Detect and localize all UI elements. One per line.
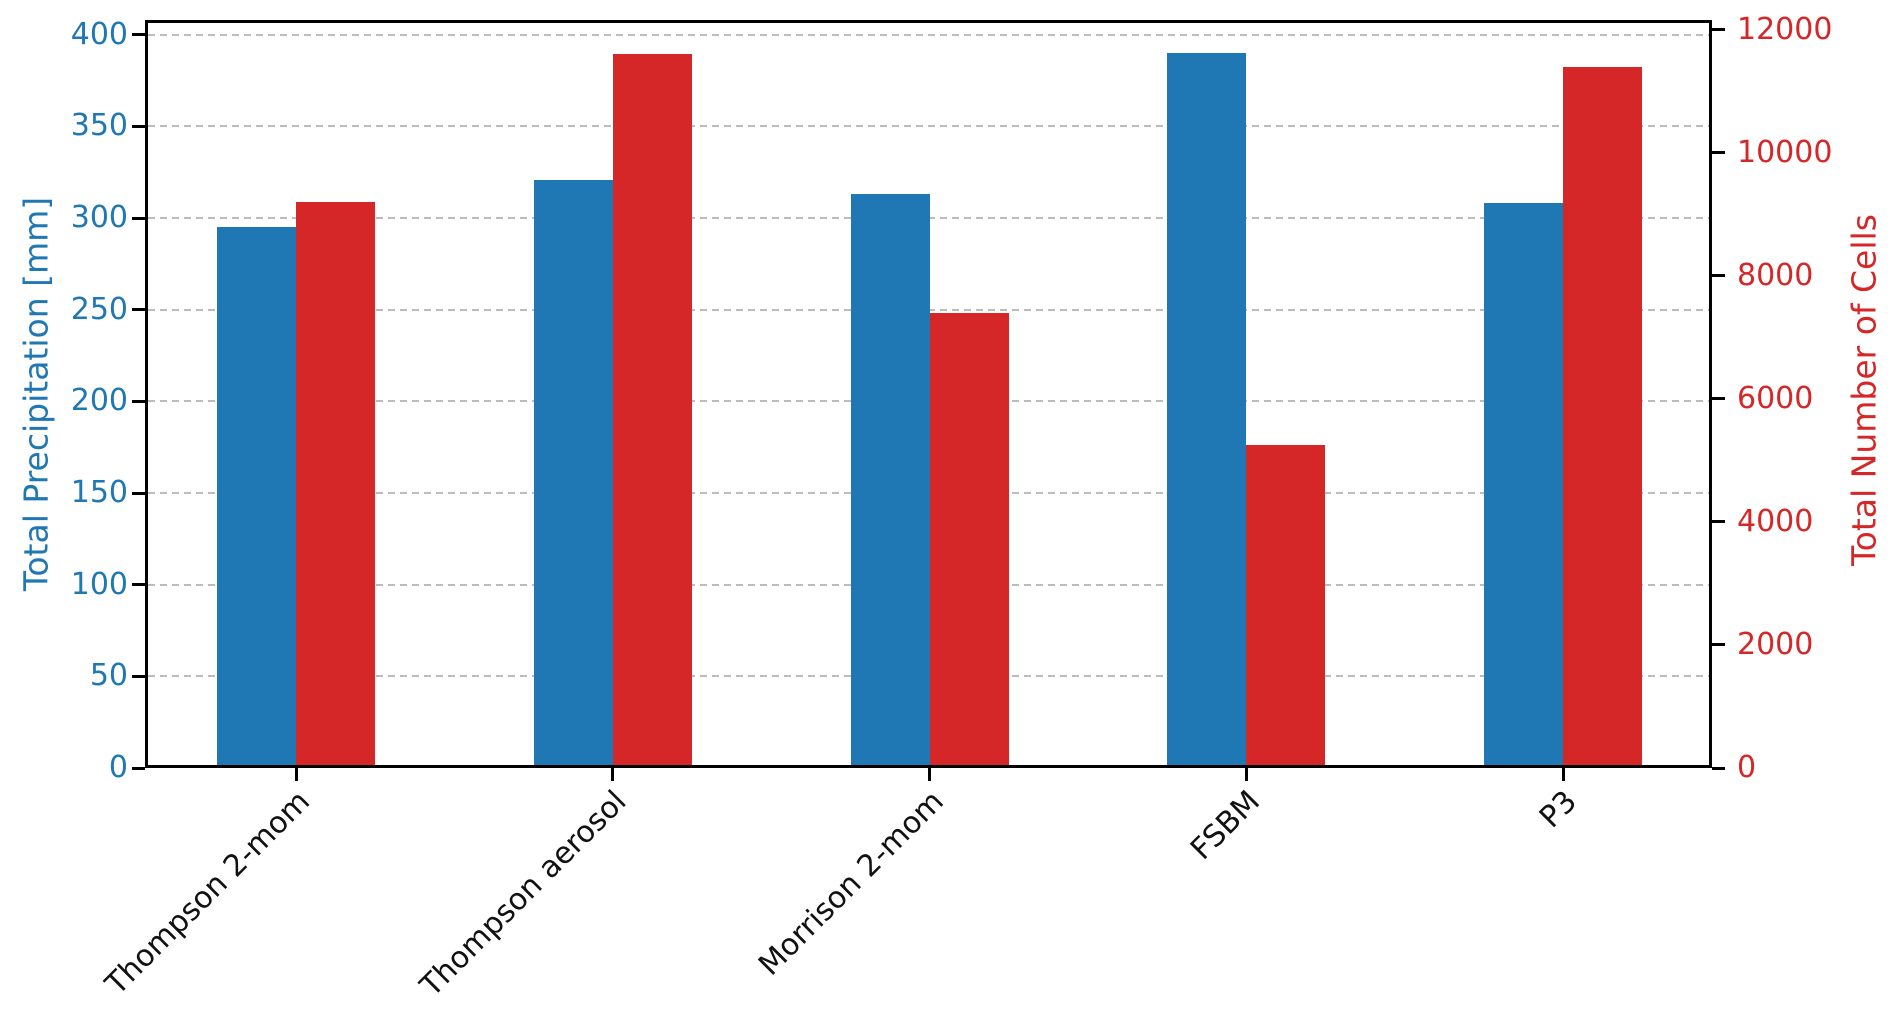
gridline: [148, 125, 1709, 128]
left-y-tick-label: 400: [70, 16, 128, 52]
left-y-tick-mark: [132, 308, 145, 312]
right-y-tick-mark: [1712, 397, 1725, 401]
right-y-tick-mark: [1712, 520, 1725, 524]
x-tick-mark: [611, 768, 615, 781]
right-y-tick-label: 8000: [1737, 257, 1814, 293]
left-y-tick-label: 150: [70, 475, 128, 510]
right-y-tick-mark: [1712, 643, 1725, 647]
cells-bar: [612, 54, 692, 765]
cells-bar: [296, 202, 375, 765]
x-tick-label: Morrison 2-mom: [751, 784, 951, 983]
left-y-tick-mark: [132, 124, 145, 128]
left-y-tick-mark: [132, 491, 145, 495]
x-tick-mark: [294, 768, 298, 781]
left-y-tick-label: 100: [70, 566, 128, 602]
cells-bar: [929, 312, 1009, 765]
left-y-tick-label: 0: [108, 750, 128, 785]
x-tick-label: FSBM: [1184, 784, 1267, 867]
precipitation-bar: [1167, 53, 1247, 765]
left-y-tick-mark: [132, 399, 145, 403]
left-y-tick-label: 250: [70, 291, 128, 327]
left-y-tick-label: 200: [70, 383, 128, 419]
precipitation-bar: [1484, 203, 1563, 765]
right-y-tick-label: 10000: [1737, 134, 1833, 170]
right-y-tick-mark: [1712, 766, 1725, 770]
left-y-tick-mark: [132, 583, 145, 587]
left-y-tick-label: 50: [89, 658, 128, 694]
x-tick-mark: [928, 768, 931, 781]
x-tick-mark: [1561, 768, 1565, 781]
precipitation-bar: [217, 227, 296, 765]
gridline: [148, 33, 1709, 36]
right-y-tick-label: 12000: [1737, 11, 1833, 47]
cells-bar: [1246, 445, 1326, 765]
x-tick-label: P3: [1532, 784, 1584, 836]
left-y-tick-mark: [132, 33, 145, 37]
plot-area: [145, 20, 1712, 768]
left-y-tick-mark: [132, 216, 145, 220]
right-y-tick-mark: [1712, 151, 1725, 155]
cells-bar: [1563, 66, 1642, 765]
x-tick-label: Thompson aerosol: [413, 784, 634, 1004]
right-y-tick-label: 0: [1737, 750, 1757, 785]
precipitation-bar: [533, 179, 613, 765]
left-y-tick-mark: [132, 674, 145, 678]
x-tick-mark: [1244, 768, 1248, 781]
right-y-tick-label: 2000: [1737, 626, 1814, 662]
right-y-tick-mark: [1712, 274, 1725, 278]
right-y-tick-mark: [1712, 28, 1725, 32]
right-y-tick-label: 4000: [1737, 503, 1814, 539]
left-y-tick-label: 350: [70, 108, 128, 144]
right-y-tick-label: 6000: [1737, 380, 1814, 416]
left-y-tick-mark: [132, 766, 145, 770]
x-tick-label: Thompson 2-mom: [98, 784, 317, 1002]
left-y-tick-label: 300: [70, 200, 128, 235]
precipitation-bar: [850, 194, 930, 765]
